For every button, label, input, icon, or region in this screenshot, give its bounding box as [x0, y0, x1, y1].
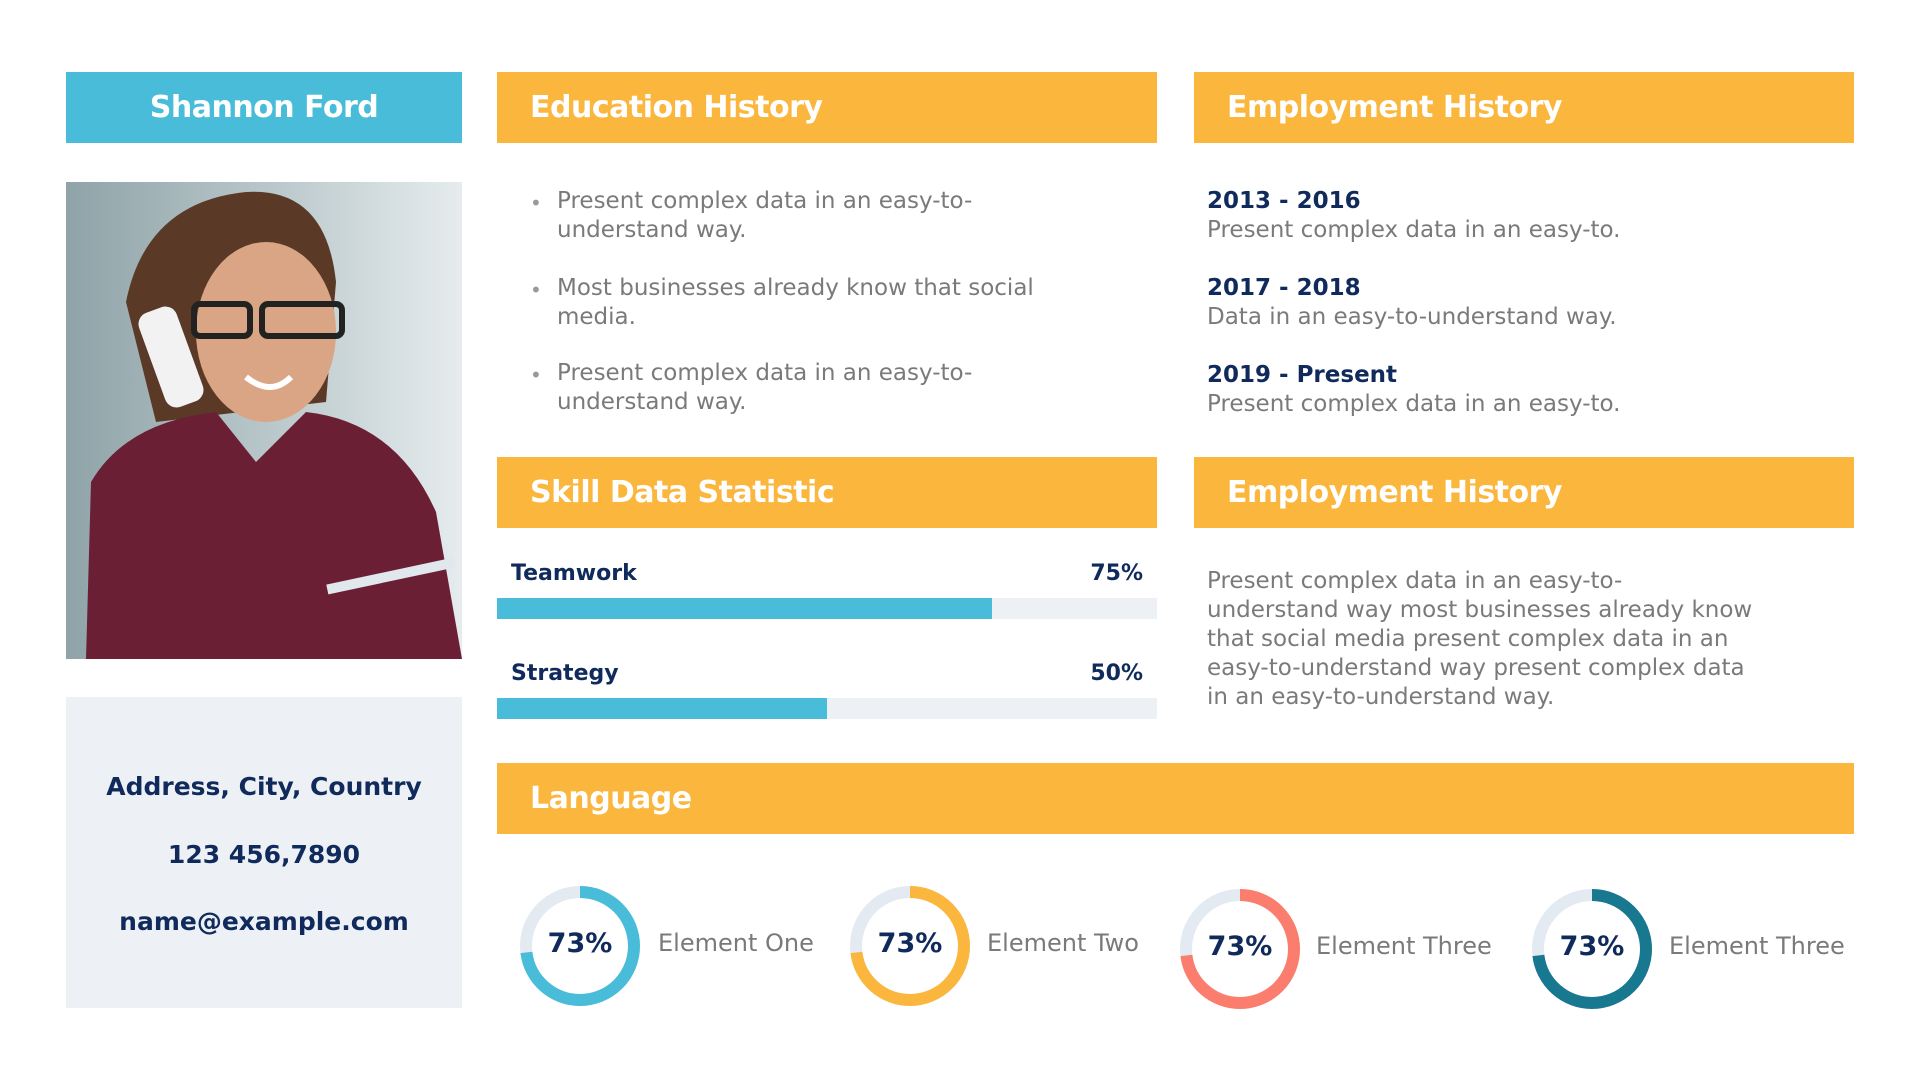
skill-label: Strategy	[511, 661, 619, 686]
language-donut: 73%	[1180, 889, 1300, 1009]
contact-email[interactable]: name@example.com	[119, 907, 409, 936]
education-item: Present complex data in an easy-to- unde…	[557, 188, 973, 243]
portrait-image	[86, 191, 462, 659]
contact-phone: 123 456,7890	[167, 840, 361, 869]
skill-bar-track	[497, 598, 1157, 619]
employment-desc: Present complex data in an easy-to.	[1207, 391, 1621, 417]
bullet-icon: •	[530, 278, 542, 302]
education-header: Education History	[497, 72, 1157, 143]
donut-arc	[850, 886, 970, 1006]
education-item: Present complex data in an easy-to- unde…	[557, 360, 973, 415]
employment-years: 2019 - Present	[1207, 362, 1398, 388]
person-name: Shannon Ford	[149, 90, 379, 125]
profile-photo	[66, 182, 462, 659]
donut-arc	[520, 886, 640, 1006]
language-donut: 73%	[520, 886, 640, 1006]
donut-percent: 73%	[547, 928, 613, 959]
language-label: Element Two	[987, 929, 1139, 957]
bullet-icon: •	[530, 191, 542, 215]
employment2-text: Present complex data in an easy-to- unde…	[1207, 568, 1753, 710]
language-donut: 73%	[850, 886, 970, 1006]
contact-address: Address, City, Country	[106, 772, 422, 801]
skills-header: Skill Data Statistic	[497, 457, 1157, 528]
skill-bar-track	[497, 698, 1157, 719]
employment-header: Employment History	[1194, 72, 1854, 143]
skill-percent: 75%	[1090, 561, 1143, 586]
employment-years: 2017 - 2018	[1207, 275, 1361, 301]
language-header: Language	[497, 763, 1854, 834]
employment2-title: Employment History	[1227, 475, 1562, 510]
language-label: Element One	[658, 929, 814, 957]
language-title: Language	[530, 781, 692, 816]
name-header: Shannon Ford	[66, 72, 462, 143]
skill-label: Teamwork	[511, 561, 637, 586]
education-title: Education History	[530, 90, 823, 125]
skill-bar-fill	[497, 598, 992, 619]
language-label: Element Three	[1669, 932, 1845, 960]
employment-title: Employment History	[1227, 90, 1562, 125]
donut-arc	[1180, 889, 1300, 1009]
donut-arc	[1532, 889, 1652, 1009]
employment-years: 2013 - 2016	[1207, 188, 1361, 214]
employment-desc: Present complex data in an easy-to.	[1207, 217, 1621, 243]
language-donut: 73%	[1532, 889, 1652, 1009]
bullet-icon: •	[530, 363, 542, 387]
donut-chart	[850, 886, 970, 1006]
contact-box: Address, City, Country 123 456,7890 name…	[66, 697, 462, 1008]
donut-chart	[1180, 889, 1300, 1009]
language-label: Element Three	[1316, 932, 1492, 960]
donut-chart	[520, 886, 640, 1006]
donut-chart	[1532, 889, 1652, 1009]
education-item: Most businesses already know that social…	[557, 275, 1034, 330]
employment2-header: Employment History	[1194, 457, 1854, 528]
donut-percent: 73%	[877, 928, 943, 959]
skill-percent: 50%	[1090, 661, 1143, 686]
donut-percent: 73%	[1559, 931, 1625, 962]
donut-percent: 73%	[1207, 931, 1273, 962]
skill-bar-fill	[497, 698, 827, 719]
skills-title: Skill Data Statistic	[530, 475, 835, 510]
employment-desc: Data in an easy-to-understand way.	[1207, 304, 1617, 330]
